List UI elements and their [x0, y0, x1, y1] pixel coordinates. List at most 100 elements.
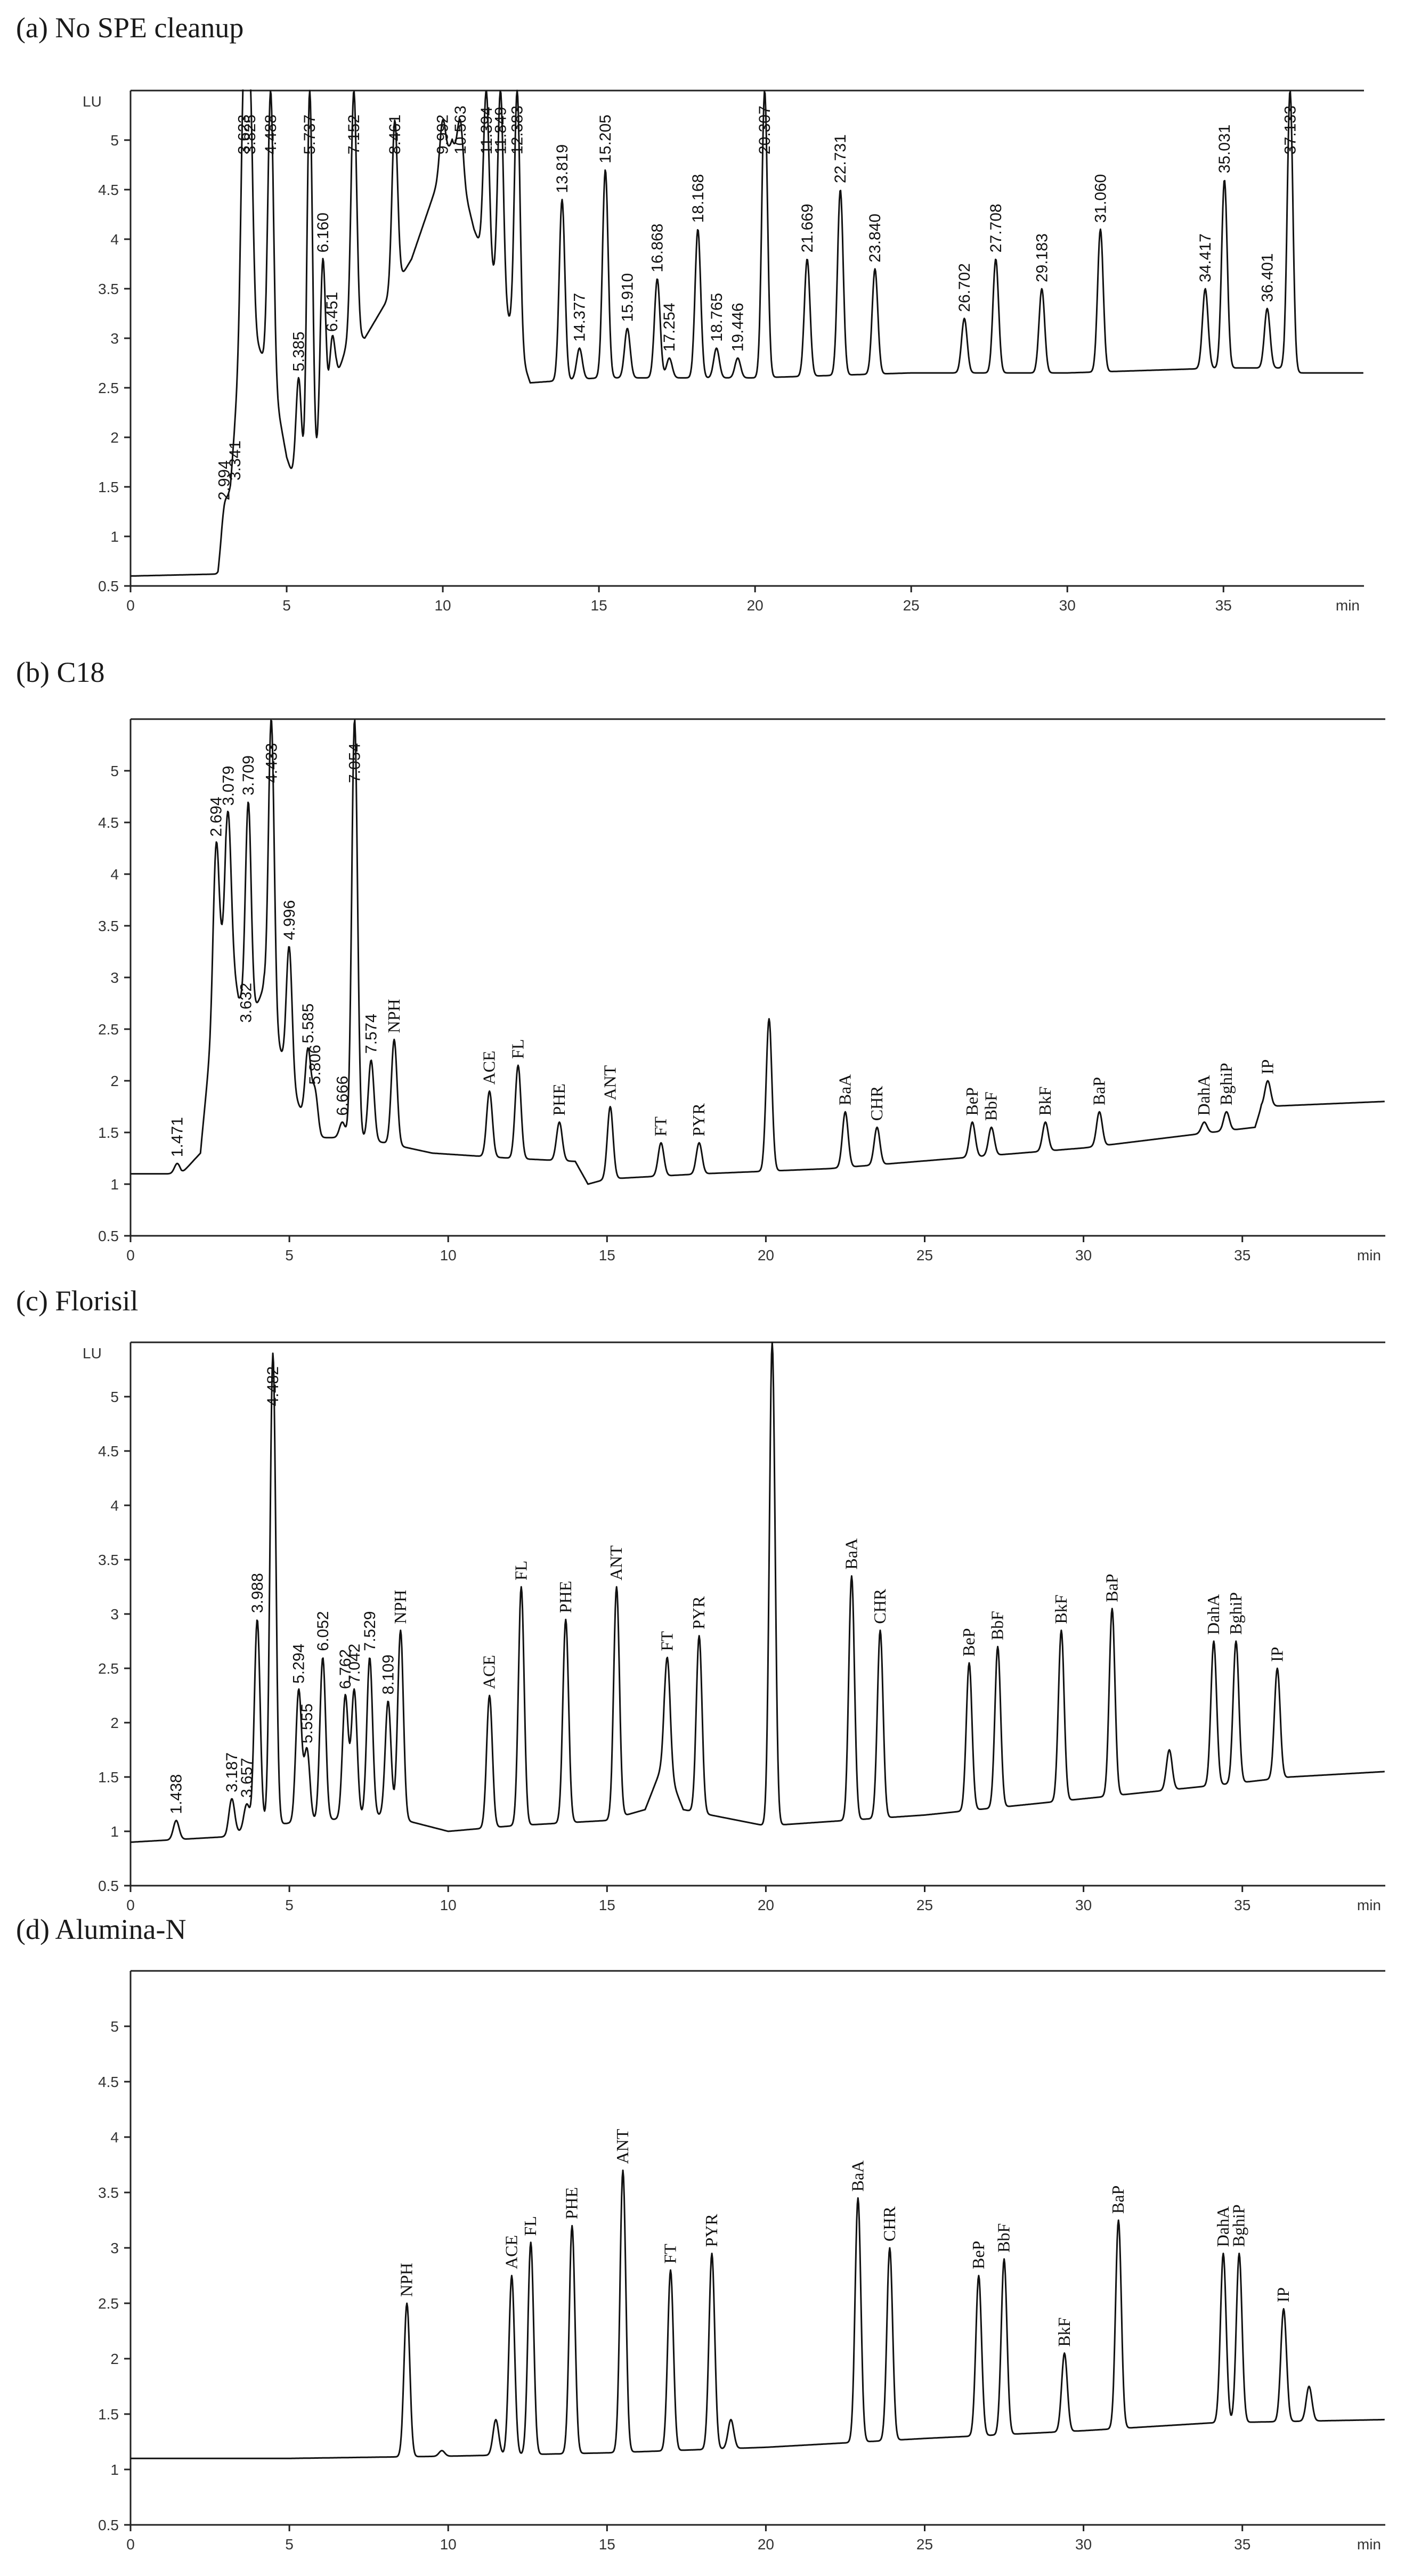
retention-time-label: 5.737	[301, 115, 319, 154]
compound-label: BkF	[1054, 2317, 1074, 2346]
x-tick-label: 10	[440, 2536, 457, 2553]
y-tick-label: 1.5	[98, 1124, 119, 1141]
retention-time-label: 3.825	[241, 115, 259, 154]
compound-label: ANT	[606, 1545, 626, 1580]
retention-time-label: 18.765	[708, 293, 726, 342]
retention-time-label: 7.054	[346, 743, 364, 783]
compound-label: DahA	[1194, 1075, 1213, 1115]
retention-time-label: 10.563	[452, 105, 469, 154]
y-tick-label: 1	[110, 1176, 119, 1193]
retention-time-label: 2.994	[216, 460, 233, 500]
retention-time-label: 34.417	[1197, 233, 1214, 282]
y-tick-label: 2.5	[98, 1660, 119, 1677]
chromatogram-panel-1: (a) No SPE cleanup 0.5 1 1.5 2 2.5 3 3.5 4 4.5 5 0 5…	[16, 12, 1364, 614]
chromatogram-trace	[131, 89, 1364, 577]
retention-time-label: 9.992	[434, 115, 452, 154]
x-tick-label: 35	[1234, 1897, 1250, 1913]
compound-label: ANT	[613, 2129, 632, 2164]
compound-label: IP	[1273, 2287, 1293, 2302]
y-tick-label: 2.5	[98, 1021, 119, 1038]
retention-time-label: 36.401	[1258, 253, 1276, 302]
compound-label: BghiP	[1226, 1592, 1245, 1635]
compound-label: ACE	[480, 1050, 499, 1085]
compound-label: NPH	[391, 1590, 410, 1624]
compound-label: NPH	[384, 999, 403, 1033]
compound-label: NPH	[397, 2263, 416, 2297]
x-tick-label: 5	[285, 2536, 294, 2553]
y-tick-label: 5	[110, 763, 119, 779]
retention-time-label: 3.341	[226, 441, 244, 480]
x-tick-label: 15	[599, 1247, 615, 1263]
compound-label: PYR	[702, 2213, 721, 2247]
x-tick-label: 25	[903, 597, 920, 614]
retention-time-label: 7.152	[345, 115, 363, 154]
retention-time-label: 3.657	[238, 1758, 256, 1798]
x-tick-label: 35	[1234, 1247, 1250, 1263]
retention-time-label: 26.702	[956, 263, 973, 312]
compound-label: BeP	[969, 2241, 988, 2269]
compound-label: BghiP	[1229, 2204, 1248, 2247]
retention-time-label: 1.471	[169, 1117, 186, 1157]
retention-time-label: 8.109	[380, 1654, 397, 1694]
compound-label: FL	[508, 1039, 527, 1059]
retention-time-label: 3.709	[240, 755, 257, 795]
x-tick-label: 30	[1059, 597, 1076, 614]
x-axis-unit: min	[1357, 1897, 1381, 1913]
x-tick-label: 15	[591, 597, 607, 614]
retention-time-label: 5.294	[290, 1644, 308, 1684]
retention-time-label: 14.377	[571, 293, 589, 342]
y-tick-label: 3.5	[98, 2184, 119, 2201]
retention-time-label: 5.555	[298, 1703, 316, 1743]
compound-label: FL	[521, 2216, 540, 2236]
y-tick-label: 5	[110, 132, 119, 149]
y-tick-label: 1.5	[98, 2406, 119, 2423]
x-tick-label: 20	[747, 597, 764, 614]
y-tick-label: 3	[110, 2240, 119, 2256]
retention-time-label: 13.819	[554, 144, 571, 193]
x-tick-label: 15	[599, 2536, 615, 2553]
compound-label: IP	[1267, 1647, 1286, 1662]
compound-label: BeP	[959, 1628, 978, 1656]
compound-label: CHR	[870, 1588, 889, 1624]
x-tick-label: 30	[1075, 2536, 1092, 2553]
y-tick-label: 2	[110, 429, 119, 446]
retention-time-label: 3.988	[249, 1573, 266, 1613]
x-tick-label: 0	[126, 2536, 135, 2553]
y-tick-label: 2.5	[98, 380, 119, 396]
y-tick-label: 1.5	[98, 1769, 119, 1786]
x-tick-label: 30	[1075, 1247, 1092, 1263]
compound-label: BghiP	[1216, 1063, 1236, 1105]
y-tick-label: 0.5	[98, 1228, 119, 1244]
retention-time-label: 17.254	[661, 303, 678, 352]
retention-time-label: 7.042	[346, 1644, 363, 1684]
retention-time-label: 19.446	[729, 303, 747, 352]
y-tick-label: 3.5	[98, 281, 119, 297]
retention-time-label: 3.187	[223, 1752, 241, 1792]
retention-time-label: 29.183	[1033, 233, 1051, 282]
compound-label: BaP	[1089, 1077, 1108, 1105]
x-tick-label: 0	[126, 1897, 135, 1913]
y-tick-label: 0.5	[98, 578, 119, 594]
y-tick-label: 3	[110, 1606, 119, 1623]
chromatogram-panel-2: (b) C18 0.5 1 1.5 2 2.5 3 3.5 4 4.5 5 0 5 10 15 20 25 30 3…	[16, 656, 1385, 1263]
y-tick-label: 3.5	[98, 918, 119, 934]
y-tick-label: 4.5	[98, 1443, 119, 1460]
compound-label: PHE	[549, 1083, 569, 1115]
retention-time-label: 6.160	[314, 213, 332, 252]
compound-label: BbF	[988, 1611, 1007, 1640]
y-tick-label: 2	[110, 1073, 119, 1089]
compound-label: PYR	[689, 1596, 708, 1629]
retention-time-label: 5.806	[306, 1045, 324, 1085]
compound-label: FT	[651, 1116, 670, 1137]
retention-time-label: 27.708	[987, 203, 1005, 252]
y-tick-label: 3.5	[98, 1552, 119, 1568]
retention-time-label: 11.849	[492, 107, 509, 154]
compound-label: BaA	[841, 1538, 860, 1570]
retention-time-label: 5.585	[299, 1004, 317, 1044]
compound-label: CHR	[880, 2206, 899, 2241]
retention-time-label: 8.461	[386, 115, 404, 154]
x-tick-label: 0	[126, 1247, 135, 1263]
retention-time-label: 5.385	[290, 331, 308, 371]
compound-label: BkF	[1035, 1086, 1054, 1115]
y-tick-label: 4.5	[98, 814, 119, 831]
